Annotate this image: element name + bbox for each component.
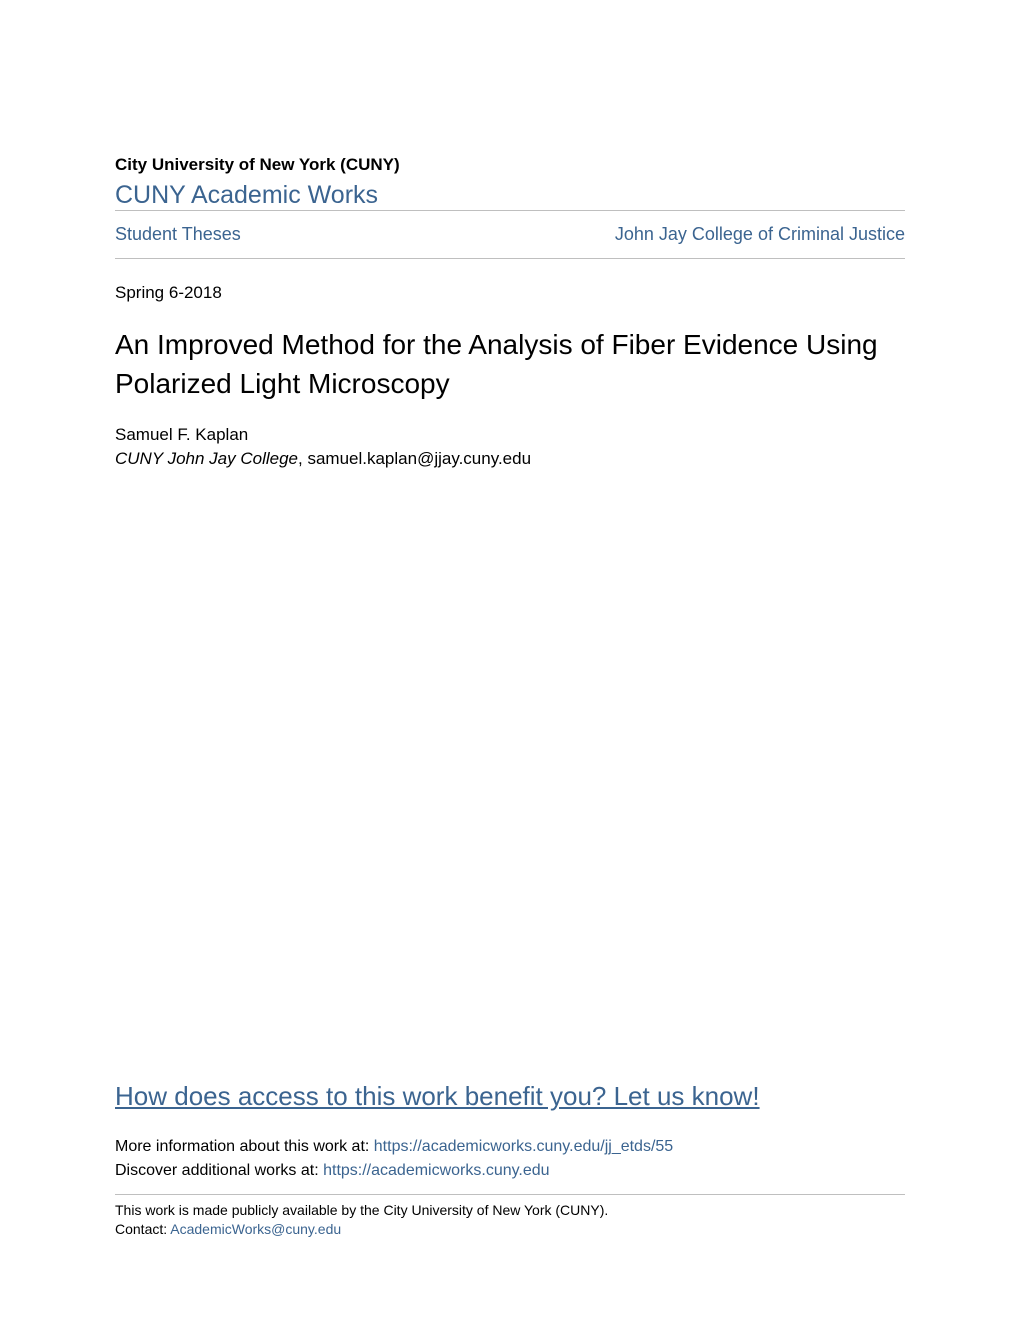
header-section: City University of New York (CUNY) CUNY … xyxy=(115,155,905,210)
institution-link[interactable]: John Jay College of Criminal Justice xyxy=(615,224,905,245)
paper-title: An Improved Method for the Analysis of F… xyxy=(115,325,905,403)
more-info-url[interactable]: https://academicworks.cuny.edu/jj_etds/5… xyxy=(374,1138,673,1155)
contact-label: Contact: xyxy=(115,1221,170,1237)
author-name: Samuel F. Kaplan xyxy=(115,425,905,445)
collection-link[interactable]: Student Theses xyxy=(115,224,241,245)
availability-text: This work is made publicly available by … xyxy=(115,1201,905,1221)
discover-label: Discover additional works at: xyxy=(115,1162,323,1179)
footer-divider xyxy=(115,1194,905,1195)
contact-line: Contact: AcademicWorks@cuny.edu xyxy=(115,1220,905,1240)
discover-line: Discover additional works at: https://ac… xyxy=(115,1162,905,1180)
footer-text: This work is made publicly available by … xyxy=(115,1201,905,1240)
more-info-line: More information about this work at: htt… xyxy=(115,1138,905,1156)
author-block: Samuel F. Kaplan CUNY John Jay College, … xyxy=(115,425,905,469)
author-email: samuel.kaplan@jjay.cuny.edu xyxy=(307,449,531,468)
date-row: Spring 6-2018 xyxy=(115,259,905,317)
discover-url[interactable]: https://academicworks.cuny.edu xyxy=(323,1162,549,1179)
university-name: City University of New York (CUNY) xyxy=(115,155,905,175)
bottom-section: How does access to this work benefit you… xyxy=(115,1081,905,1240)
publication-date: Spring 6-2018 xyxy=(115,283,222,302)
nav-row: Student Theses John Jay College of Crimi… xyxy=(115,211,905,258)
author-affiliation: CUNY John Jay College, samuel.kaplan@jja… xyxy=(115,449,905,469)
more-info-label: More information about this work at: xyxy=(115,1138,374,1155)
contact-email[interactable]: AcademicWorks@cuny.edu xyxy=(170,1221,341,1237)
affiliation-text: CUNY John Jay College xyxy=(115,449,298,468)
benefit-link[interactable]: How does access to this work benefit you… xyxy=(115,1081,905,1112)
repository-link[interactable]: CUNY Academic Works xyxy=(115,181,378,209)
